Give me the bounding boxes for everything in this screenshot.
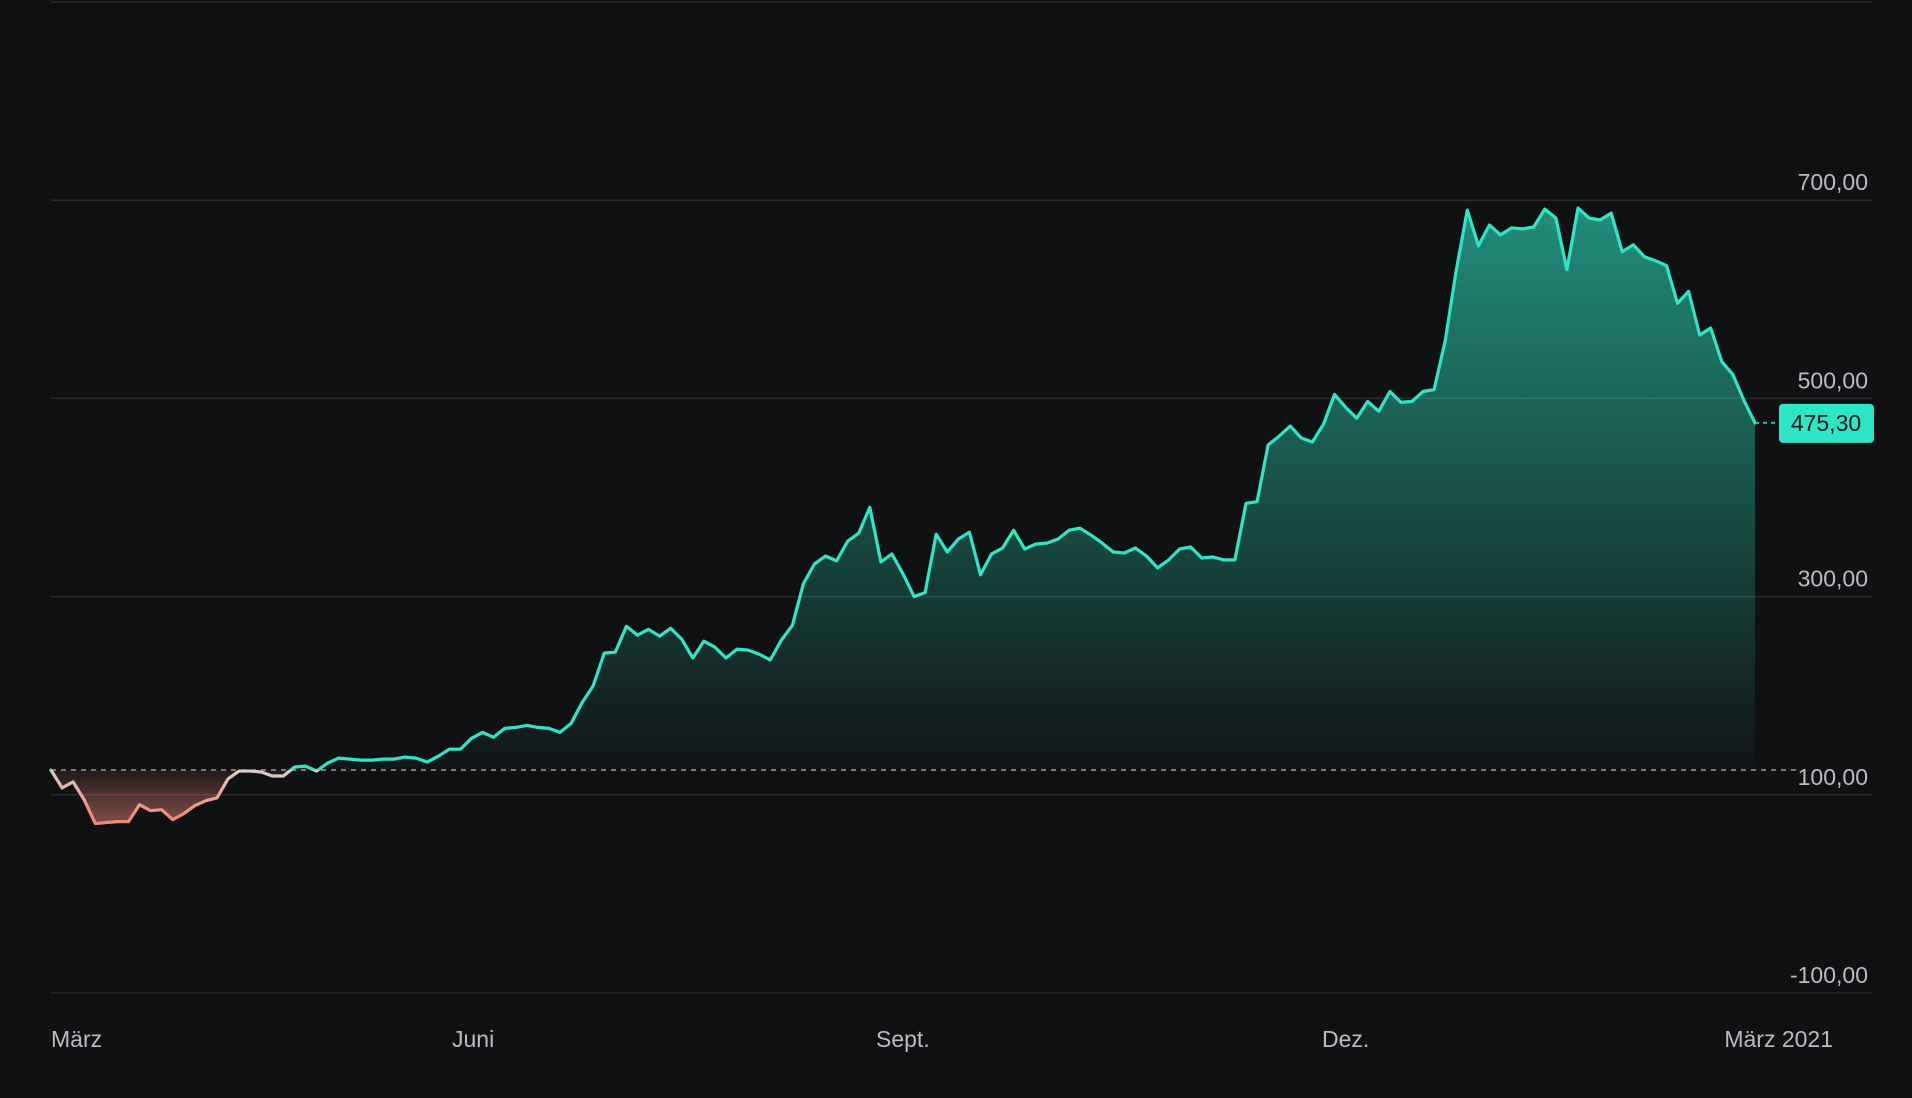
area-fill	[51, 208, 1755, 824]
x-tick-label: Dez.	[1322, 1026, 1369, 1052]
y-axis-ticks: -100,00 100,00 300,00 500,00 700,00	[1790, 169, 1868, 988]
series-line-layer	[49, 206, 1757, 826]
x-tick-label: März 2021	[1724, 1026, 1833, 1052]
grid-lines	[51, 1, 1872, 994]
y-tick-label: 500,00	[1798, 367, 1868, 393]
x-tick-label: März	[51, 1026, 102, 1052]
current-price-badge	[1779, 403, 1874, 443]
x-tick-label: Sept.	[876, 1026, 930, 1052]
y-tick-label: 300,00	[1798, 566, 1868, 592]
y-tick-label: 700,00	[1798, 169, 1868, 195]
current-price-tag: 475,30	[1755, 403, 1874, 443]
series-line-positive	[49, 206, 1757, 771]
x-tick-label: Juni	[452, 1026, 494, 1052]
current-price-label: 475,30	[1791, 410, 1861, 436]
y-tick-label: 100,00	[1798, 764, 1868, 790]
y-tick-label: -100,00	[1790, 962, 1868, 988]
area-fill-negative	[51, 770, 318, 824]
x-axis-ticks: März Juni Sept. Dez. März 2021	[51, 1026, 1833, 1052]
area-fill-positive	[51, 208, 1755, 771]
